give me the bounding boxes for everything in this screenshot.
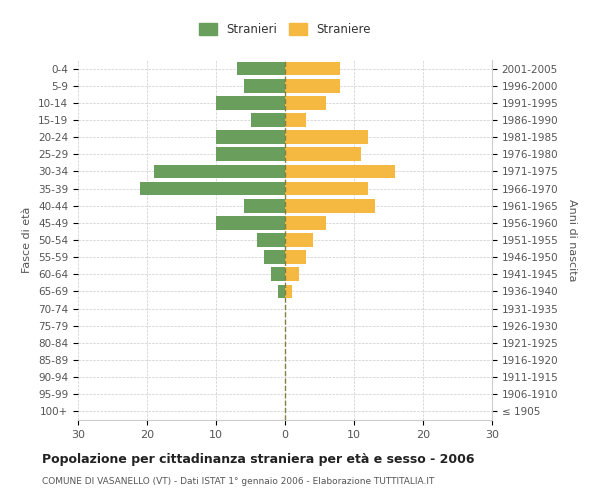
Bar: [285, 182, 368, 196]
Bar: [285, 216, 326, 230]
Bar: [285, 130, 368, 144]
Bar: [285, 96, 326, 110]
Bar: [285, 199, 374, 212]
Bar: [244, 79, 285, 92]
Bar: [285, 113, 306, 127]
Bar: [244, 199, 285, 212]
Bar: [285, 62, 340, 76]
Bar: [285, 233, 313, 247]
Bar: [216, 148, 285, 161]
Y-axis label: Anni di nascita: Anni di nascita: [567, 198, 577, 281]
Bar: [237, 62, 285, 76]
Bar: [216, 216, 285, 230]
Bar: [285, 284, 292, 298]
Bar: [154, 164, 285, 178]
Bar: [285, 164, 395, 178]
Bar: [257, 233, 285, 247]
Bar: [271, 268, 285, 281]
Bar: [216, 130, 285, 144]
Text: Popolazione per cittadinanza straniera per età e sesso - 2006: Popolazione per cittadinanza straniera p…: [42, 452, 475, 466]
Bar: [285, 250, 306, 264]
Legend: Stranieri, Straniere: Stranieri, Straniere: [196, 19, 374, 39]
Bar: [285, 268, 299, 281]
Bar: [278, 284, 285, 298]
Bar: [265, 250, 285, 264]
Bar: [285, 148, 361, 161]
Bar: [285, 79, 340, 92]
Bar: [216, 96, 285, 110]
Y-axis label: Fasce di età: Fasce di età: [22, 207, 32, 273]
Bar: [140, 182, 285, 196]
Bar: [251, 113, 285, 127]
Text: COMUNE DI VASANELLO (VT) - Dati ISTAT 1° gennaio 2006 - Elaborazione TUTTITALIA.: COMUNE DI VASANELLO (VT) - Dati ISTAT 1°…: [42, 478, 434, 486]
